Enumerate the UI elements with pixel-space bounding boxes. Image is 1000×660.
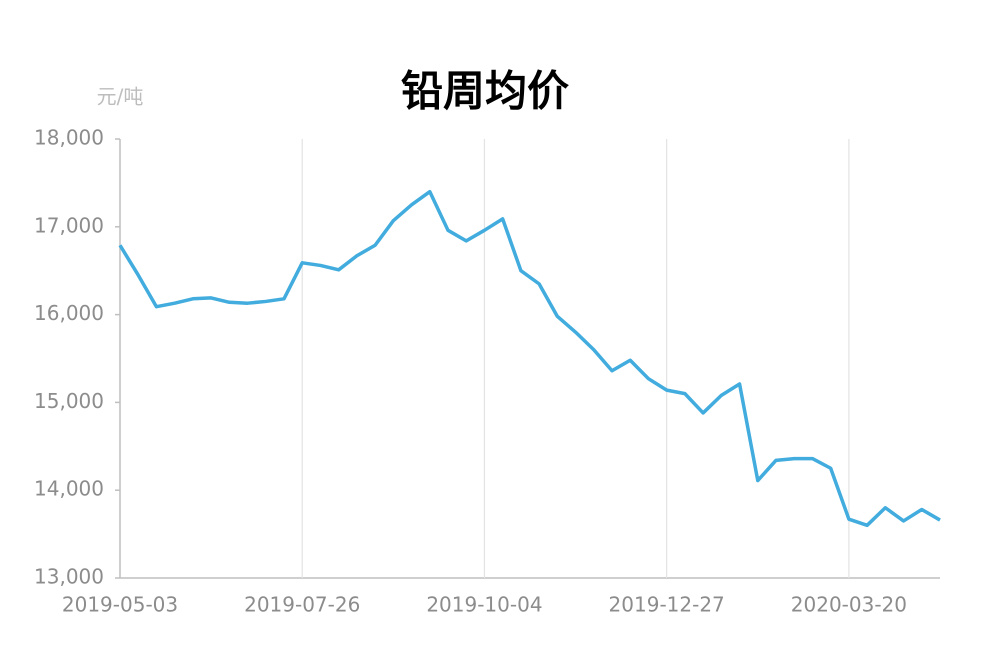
y-tick-label: 14,000 [34, 477, 104, 501]
x-tick-label: 2020-03-20 [791, 593, 907, 617]
y-unit: 元/吨 [97, 85, 144, 109]
y-tick-label: 18,000 [34, 126, 104, 150]
y-tick-label: 16,000 [34, 301, 104, 325]
x-tick-label: 2019-05-03 [62, 593, 178, 617]
y-tick-label: 13,000 [34, 565, 104, 589]
x-tick-label: 2019-07-26 [244, 593, 360, 617]
y-tick-label: 17,000 [34, 213, 104, 237]
chart-title: 铅周均价 [401, 67, 569, 116]
x-tick-label: 2019-10-04 [426, 593, 542, 617]
y-tick-label: 15,000 [34, 389, 104, 413]
x-tick-label: 2019-12-27 [609, 593, 725, 617]
data-line [118, 189, 941, 528]
